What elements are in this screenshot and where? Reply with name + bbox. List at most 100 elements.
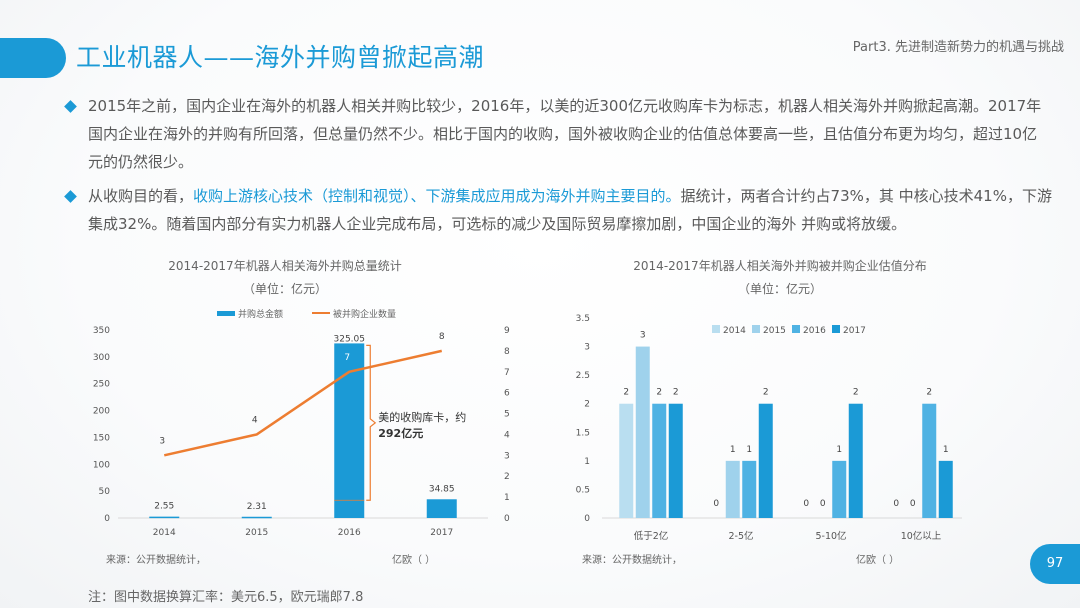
- chart-title: 2014-2017年机器人相关海外并购总量统计: [168, 258, 401, 273]
- section-label: Part3. 先进制造新势力的机遇与挑战: [852, 40, 1064, 55]
- y2-tick-label: 0: [504, 514, 510, 524]
- legend-swatch-2015: [752, 325, 760, 333]
- bar-value-label: 325.05: [334, 334, 366, 344]
- bar-value-label: 0: [713, 499, 719, 509]
- y-tick-label: 50: [99, 487, 111, 497]
- line-value-label: 8: [439, 332, 445, 342]
- line-value-label: 3: [159, 436, 165, 446]
- x-tick-label: 低于2亿: [634, 530, 669, 542]
- page-number: 97: [1030, 544, 1080, 584]
- bullet-text-2-post: 据统计，两者合计约占73%，其 中核心技术41%，下游集成32%。随着国内部分有…: [88, 187, 1052, 233]
- y2-tick-label: 2: [504, 472, 510, 482]
- footnote: 注：图中数据换算汇率：美元6.5，欧元瑞郎7.8: [88, 590, 364, 605]
- y-tick-label: 3: [584, 343, 590, 353]
- legend-label: 2015: [763, 326, 786, 336]
- title-accent-bar: [0, 38, 66, 78]
- bar-2014: [149, 516, 180, 519]
- bar-value-label: 2.55: [154, 502, 174, 512]
- y2-tick-label: 9: [504, 326, 510, 336]
- bar-value-label: 2: [623, 388, 629, 398]
- x-tick-label: 2017: [430, 528, 453, 538]
- annotation-bracket: [366, 344, 377, 501]
- y-tick-label: 300: [93, 353, 110, 363]
- legend-swatch-bar: [217, 311, 235, 316]
- bar-10亿以上-2017: [938, 460, 953, 518]
- bar-5-10亿-2016: [832, 460, 847, 518]
- legend-label-bar: 并购总金额: [238, 308, 283, 320]
- y-tick-label: 0.5: [576, 485, 590, 495]
- bar-value-label: 1: [730, 445, 736, 455]
- bullet-item-1: 2015年之前，国内企业在海外的机器人相关并购比较少，2016年，以美的近300…: [62, 92, 1052, 176]
- y-tick-label: 0: [104, 514, 110, 524]
- legend-swatch-2014: [712, 325, 720, 333]
- x-tick-label: 10亿以上: [901, 530, 942, 542]
- line-value-label: 4: [252, 415, 258, 425]
- bar-value-label: 2: [926, 388, 932, 398]
- y2-tick-label: 1: [504, 493, 510, 503]
- bar-低于2亿-2015: [635, 346, 650, 518]
- legend-swatch-2017: [832, 325, 840, 333]
- right-source-unit: 亿欧（ ）: [856, 555, 900, 566]
- y-tick-label: 0: [584, 514, 590, 524]
- chart-title: 2014-2017年机器人相关海外并购被并购企业估值分布: [633, 258, 926, 273]
- bar-value-label: 0: [820, 499, 826, 509]
- bar-value-label: 0: [893, 499, 899, 509]
- bar-value-label: 0: [910, 499, 916, 509]
- x-tick-label: 2-5亿: [728, 530, 753, 542]
- bar-value-label: 1: [836, 445, 842, 455]
- x-tick-label: 2015: [245, 528, 268, 538]
- line-series-count: [163, 349, 443, 457]
- bar-value-label: 2: [673, 388, 679, 398]
- bar-value-label: 2: [656, 388, 662, 398]
- y-tick-label: 1: [584, 457, 590, 467]
- y2-tick-label: 3: [504, 451, 510, 461]
- chart-subtitle: （单位：亿元）: [738, 281, 822, 296]
- y-tick-label: 100: [93, 460, 110, 470]
- bullet-item-2: 从收购目的看，收购上游核心技术（控制和视觉）、下游集成应用成为海外并购主要目的。…: [62, 182, 1052, 238]
- x-tick-label: 2016: [338, 528, 361, 538]
- legend-label: 2014: [723, 326, 746, 336]
- y-tick-label: 3.5: [576, 314, 590, 324]
- bullet-text-2-highlight: 收购上游核心技术（控制和视觉）、下游集成应用成为海外并购主要目的。: [193, 187, 681, 205]
- annotation-text-line1: 美的收购库卡，约: [378, 410, 466, 424]
- y-tick-label: 200: [93, 407, 110, 417]
- bar-value-label: 2.31: [247, 502, 267, 512]
- x-tick-label: 5-10亿: [815, 530, 846, 542]
- legend-label: 2016: [803, 326, 826, 336]
- x-tick-label: 2014: [153, 528, 176, 538]
- legend-label-line: 被并购企业数量: [333, 308, 396, 320]
- y2-tick-label: 6: [504, 389, 510, 399]
- bar-2-5亿-2016: [742, 460, 757, 518]
- bar-低于2亿-2016: [652, 403, 667, 518]
- y2-tick-label: 5: [504, 410, 510, 420]
- bullet-text-1: 2015年之前，国内企业在海外的机器人相关并购比较少，2016年，以美的近300…: [88, 97, 1042, 171]
- bar-value-label: 34.85: [429, 484, 455, 494]
- y-tick-label: 2: [584, 400, 590, 410]
- bar-2-5亿-2015: [725, 460, 740, 518]
- bar-5-10亿-2017: [848, 403, 863, 518]
- bar-2017: [426, 499, 457, 518]
- bar-value-label: 2: [763, 388, 769, 398]
- bullet-text-2-pre: 从收购目的看，: [88, 187, 194, 205]
- bar-value-label: 0: [803, 499, 809, 509]
- bar-2-5亿-2017: [758, 403, 773, 518]
- annotation-text-line2: 292亿元: [378, 426, 423, 440]
- legend-label: 2017: [843, 326, 866, 336]
- y2-tick-label: 8: [504, 347, 510, 357]
- bar-2015: [241, 516, 272, 519]
- chart-subtitle: （单位：亿元）: [243, 281, 327, 296]
- bar-value-label: 1: [746, 445, 752, 455]
- bar-value-label: 2: [853, 388, 859, 398]
- bar-value-label: 3: [640, 331, 646, 341]
- y-tick-label: 1.5: [576, 428, 590, 438]
- bar-value-label: 1: [943, 445, 949, 455]
- bar-低于2亿-2014: [619, 403, 634, 518]
- y-tick-label: 350: [93, 326, 110, 336]
- y2-tick-label: 4: [504, 430, 510, 440]
- diamond-bullet-icon: [64, 100, 77, 113]
- left-source-unit: 亿欧（ ）: [392, 555, 436, 566]
- right-source: 来源：公开数据统计，: [582, 555, 682, 566]
- bar-10亿以上-2016: [922, 403, 937, 518]
- page-title: 工业机器人——海外并购曾掀起高潮: [76, 43, 485, 72]
- y-tick-label: 250: [93, 380, 110, 390]
